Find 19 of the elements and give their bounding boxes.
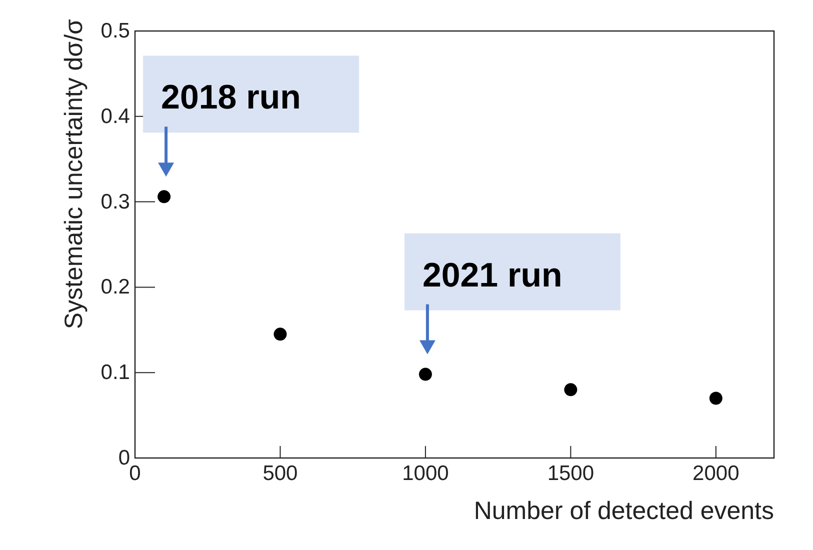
point bbox=[158, 190, 171, 204]
point bbox=[564, 383, 578, 396]
x-tick-label: 500 bbox=[262, 462, 298, 485]
annotation: 2021 run bbox=[422, 256, 562, 294]
point bbox=[274, 328, 287, 341]
x-tick-label: 1000 bbox=[402, 462, 449, 485]
y-tick-label: 0 bbox=[118, 446, 130, 470]
x-tick-label: 1500 bbox=[547, 462, 594, 485]
point bbox=[418, 368, 432, 381]
annotation: 2018 run bbox=[161, 78, 301, 117]
y-tick-label: 0.2 bbox=[100, 276, 130, 299]
y-tick-label: 0.1 bbox=[100, 361, 130, 384]
y-tick-label: 0.3 bbox=[100, 190, 130, 214]
point bbox=[709, 392, 722, 405]
x-axis-title: Number of detected events bbox=[474, 497, 774, 525]
x-tick-label: 2000 bbox=[692, 462, 740, 485]
y-tick-label: 0.5 bbox=[100, 20, 130, 42]
y-axis-title: Systematic uncertainty dσ/σ bbox=[60, 18, 88, 330]
y-tick-label: 0.4 bbox=[100, 104, 130, 128]
